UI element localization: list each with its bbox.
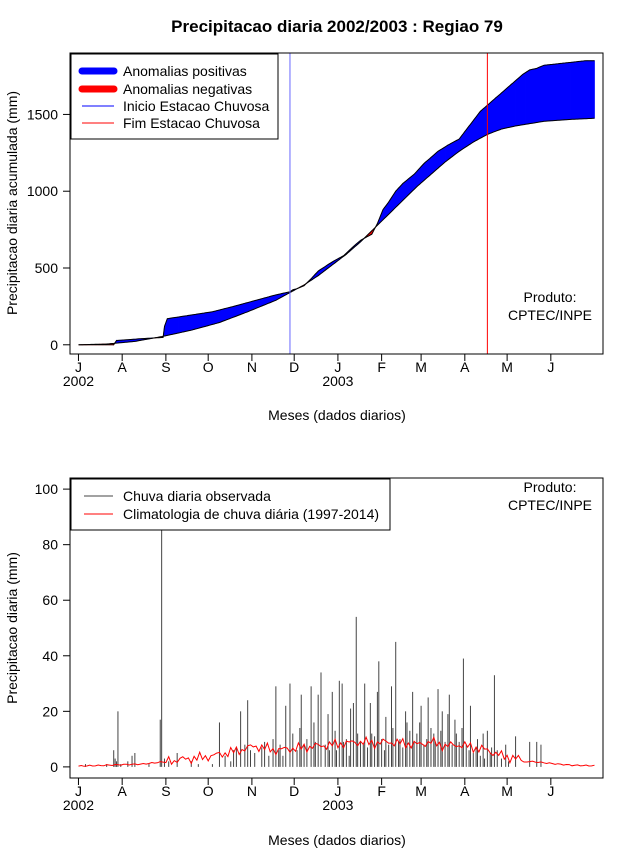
top-y-axis-label: Precipitacao diaria acumulada (mm): [4, 91, 20, 315]
x-tick-label: M: [501, 359, 513, 375]
x-tick-label: A: [118, 783, 128, 799]
climatology-accumulated-line: [78, 117, 595, 346]
observed-accumulated-line: [78, 60, 595, 346]
x-tick-label: F: [377, 783, 386, 799]
legend-label-climatology: Climatologia de chuva diária (1997-2014): [123, 506, 379, 522]
legend-label-season-end: Fim Estacao Chuvosa: [123, 115, 260, 131]
x-tick-label: J: [334, 359, 341, 375]
y-tick-label: 1000: [27, 183, 58, 199]
x-tick-label: J: [547, 359, 554, 375]
x-tick-label: A: [118, 359, 128, 375]
x-year-label: 2002: [63, 797, 94, 813]
x-tick-label: O: [203, 783, 214, 799]
chart-top: Precipitacao diaria 2002/2003 : Regiao 7…: [4, 17, 604, 423]
x-tick-label: N: [247, 783, 257, 799]
top-legend: Anomalias positivas Anomalias negativas …: [70, 53, 279, 140]
x-tick-label: J: [547, 783, 554, 799]
chart-title: Precipitacao diaria 2002/2003 : Regiao 7…: [171, 17, 503, 36]
top-product-label: Produto:: [524, 289, 577, 305]
x-tick-label: N: [247, 359, 257, 375]
x-tick-label: M: [415, 359, 427, 375]
top-product-source: CPTEC/INPE: [508, 307, 592, 323]
x-tick-label: D: [289, 783, 299, 799]
legend-label-observed-rain: Chuva diaria observada: [123, 488, 271, 504]
legend-label-positive-anomaly: Anomalias positivas: [123, 63, 247, 79]
bottom-legend-box: [70, 478, 391, 531]
x-tick-label: A: [460, 359, 470, 375]
positive-anomaly-band: [592, 60, 595, 119]
top-x-axis-label: Meses (dados diarios): [268, 407, 406, 423]
y-tick-label: 60: [42, 592, 58, 608]
legend-label-season-start: Inicio Estacao Chuvosa: [123, 98, 270, 114]
x-tick-label: A: [460, 783, 470, 799]
y-tick-label: 0: [50, 337, 58, 353]
y-tick-label: 20: [42, 703, 58, 719]
y-tick-label: 80: [42, 537, 58, 553]
x-tick-label: D: [289, 359, 299, 375]
climatology-daily-line: [78, 735, 595, 767]
bottom-x-axis-label: Meses (dados diarios): [268, 832, 406, 848]
y-tick-label: 1500: [27, 106, 58, 122]
top-plot-layer: [78, 53, 595, 354]
x-tick-label: S: [161, 359, 170, 375]
bottom-plot-layer: [78, 525, 595, 767]
bottom-product-source: CPTEC/INPE: [508, 497, 592, 513]
x-year-label: 2003: [322, 373, 353, 389]
x-tick-label: S: [161, 783, 170, 799]
y-tick-label: 500: [35, 260, 59, 276]
x-tick-label: J: [75, 359, 82, 375]
x-tick-label: O: [203, 359, 214, 375]
bottom-product-label: Produto:: [524, 479, 577, 495]
x-tick-label: J: [334, 783, 341, 799]
x-year-label: 2002: [63, 373, 94, 389]
bottom-legend: Chuva diaria observada Climatologia de c…: [70, 478, 391, 531]
y-tick-label: 40: [42, 648, 58, 664]
x-tick-label: J: [75, 783, 82, 799]
x-year-label: 2003: [322, 797, 353, 813]
x-tick-label: M: [415, 783, 427, 799]
y-tick-label: 100: [35, 481, 59, 497]
x-tick-label: M: [501, 783, 513, 799]
legend-label-negative-anomaly: Anomalias negativas: [123, 81, 252, 97]
bottom-y-axis-label: Precipitacao diaria (mm): [4, 552, 20, 704]
y-tick-label: 0: [50, 759, 58, 775]
x-tick-label: F: [377, 359, 386, 375]
